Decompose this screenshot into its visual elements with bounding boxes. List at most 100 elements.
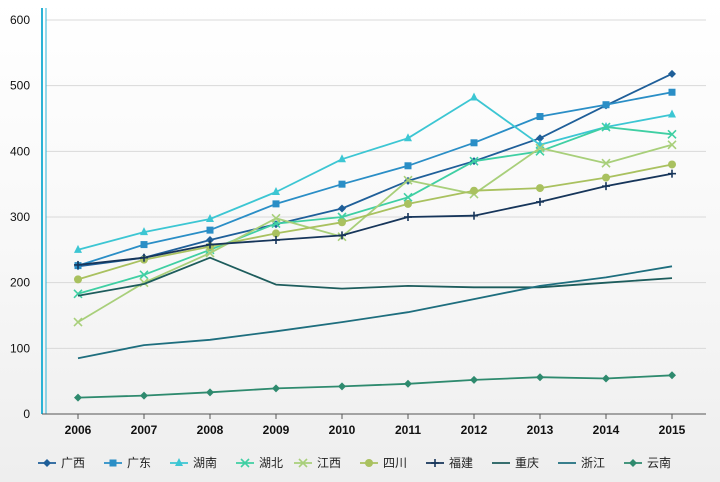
data-point — [271, 213, 281, 223]
data-point — [74, 244, 82, 253]
legend-item: 重庆 — [492, 456, 539, 470]
legend-label: 福建 — [449, 455, 473, 470]
data-point — [205, 248, 215, 258]
legend-label: 广东 — [127, 456, 151, 470]
data-point — [403, 192, 413, 202]
data-point — [206, 235, 214, 244]
x-tick-label: 2013 — [527, 423, 554, 437]
legend-marker — [43, 459, 51, 467]
legend-label: 湖南 — [193, 455, 217, 470]
data-point — [140, 241, 148, 249]
x-tick-label: 2015 — [659, 423, 686, 437]
data-point — [404, 199, 412, 208]
legend-label: 重庆 — [515, 456, 539, 470]
series-line — [77, 374, 673, 399]
series-line — [77, 172, 673, 266]
x-tick-label: 2014 — [593, 423, 620, 437]
legend-item: 云南 — [624, 455, 671, 470]
data-point — [469, 156, 479, 166]
legend-item: 广西 — [38, 456, 85, 470]
data-point — [668, 69, 676, 78]
legend-label: 江西 — [317, 456, 341, 470]
legend-label: 云南 — [647, 455, 671, 470]
legend-item: 福建 — [426, 455, 473, 470]
y-tick-label: 0 — [23, 407, 30, 421]
series-3 — [74, 92, 676, 253]
series-9 — [77, 265, 673, 360]
legend-item: 四川 — [360, 456, 407, 470]
data-point — [404, 162, 412, 170]
x-tick-label: 2007 — [131, 423, 158, 437]
legend-marker — [629, 459, 637, 467]
data-point — [272, 235, 280, 244]
series-line — [77, 163, 673, 281]
data-point — [404, 133, 412, 142]
data-point — [470, 186, 478, 195]
y-tick-label: 400 — [10, 144, 30, 158]
data-point — [272, 229, 280, 238]
data-point — [470, 139, 478, 147]
y-tick-label: 200 — [10, 276, 30, 290]
data-point — [338, 180, 346, 188]
data-point — [601, 158, 611, 168]
data-point — [668, 109, 676, 118]
data-point — [74, 275, 82, 284]
series-10 — [74, 371, 676, 402]
series-line — [77, 72, 673, 268]
series-line — [77, 91, 673, 267]
data-point — [536, 373, 544, 382]
data-point — [338, 231, 346, 240]
legend-item: 湖南 — [170, 455, 217, 470]
data-point — [206, 240, 214, 249]
series-5 — [73, 140, 677, 327]
data-point — [470, 92, 478, 101]
data-point — [602, 101, 610, 109]
series-line — [77, 265, 673, 360]
data-point — [601, 122, 611, 132]
legend-item: 浙江 — [558, 456, 605, 470]
y-tick-label: 100 — [10, 341, 30, 355]
data-point — [140, 253, 148, 262]
series-line — [77, 96, 673, 251]
data-point — [668, 169, 676, 178]
data-point — [272, 384, 280, 393]
legend-marker — [298, 458, 308, 468]
data-point — [667, 129, 677, 139]
legend-item: 江西 — [294, 456, 341, 470]
data-point — [139, 270, 149, 280]
data-point — [536, 113, 544, 121]
legend-label: 广西 — [61, 456, 85, 470]
data-point — [73, 317, 83, 327]
legend-marker — [365, 459, 373, 467]
series-7 — [74, 169, 676, 269]
data-point — [140, 391, 148, 400]
x-tick-label: 2006 — [65, 423, 92, 437]
x-tick-label: 2008 — [197, 423, 224, 437]
legend-item: 湖北 — [236, 455, 283, 470]
data-point — [602, 182, 610, 191]
legend-label: 四川 — [383, 456, 407, 470]
legend-marker — [175, 458, 183, 466]
data-point — [667, 140, 677, 150]
legend-marker — [240, 458, 250, 468]
data-point — [404, 213, 412, 221]
data-point — [74, 260, 82, 269]
data-point — [140, 227, 148, 236]
data-point — [403, 175, 413, 185]
x-tick-label: 2012 — [461, 423, 488, 437]
data-point — [602, 173, 610, 182]
series-line — [77, 143, 673, 323]
legend-label: 湖北 — [259, 455, 283, 470]
legend-label: 浙江 — [581, 456, 605, 470]
data-point — [74, 393, 82, 402]
data-point — [668, 160, 676, 169]
series-8 — [77, 256, 673, 297]
legend-marker — [109, 459, 117, 467]
data-point — [206, 213, 214, 222]
series-6 — [74, 160, 676, 284]
data-point — [470, 375, 478, 384]
data-point — [338, 154, 346, 163]
x-tick-label: 2009 — [263, 423, 290, 437]
